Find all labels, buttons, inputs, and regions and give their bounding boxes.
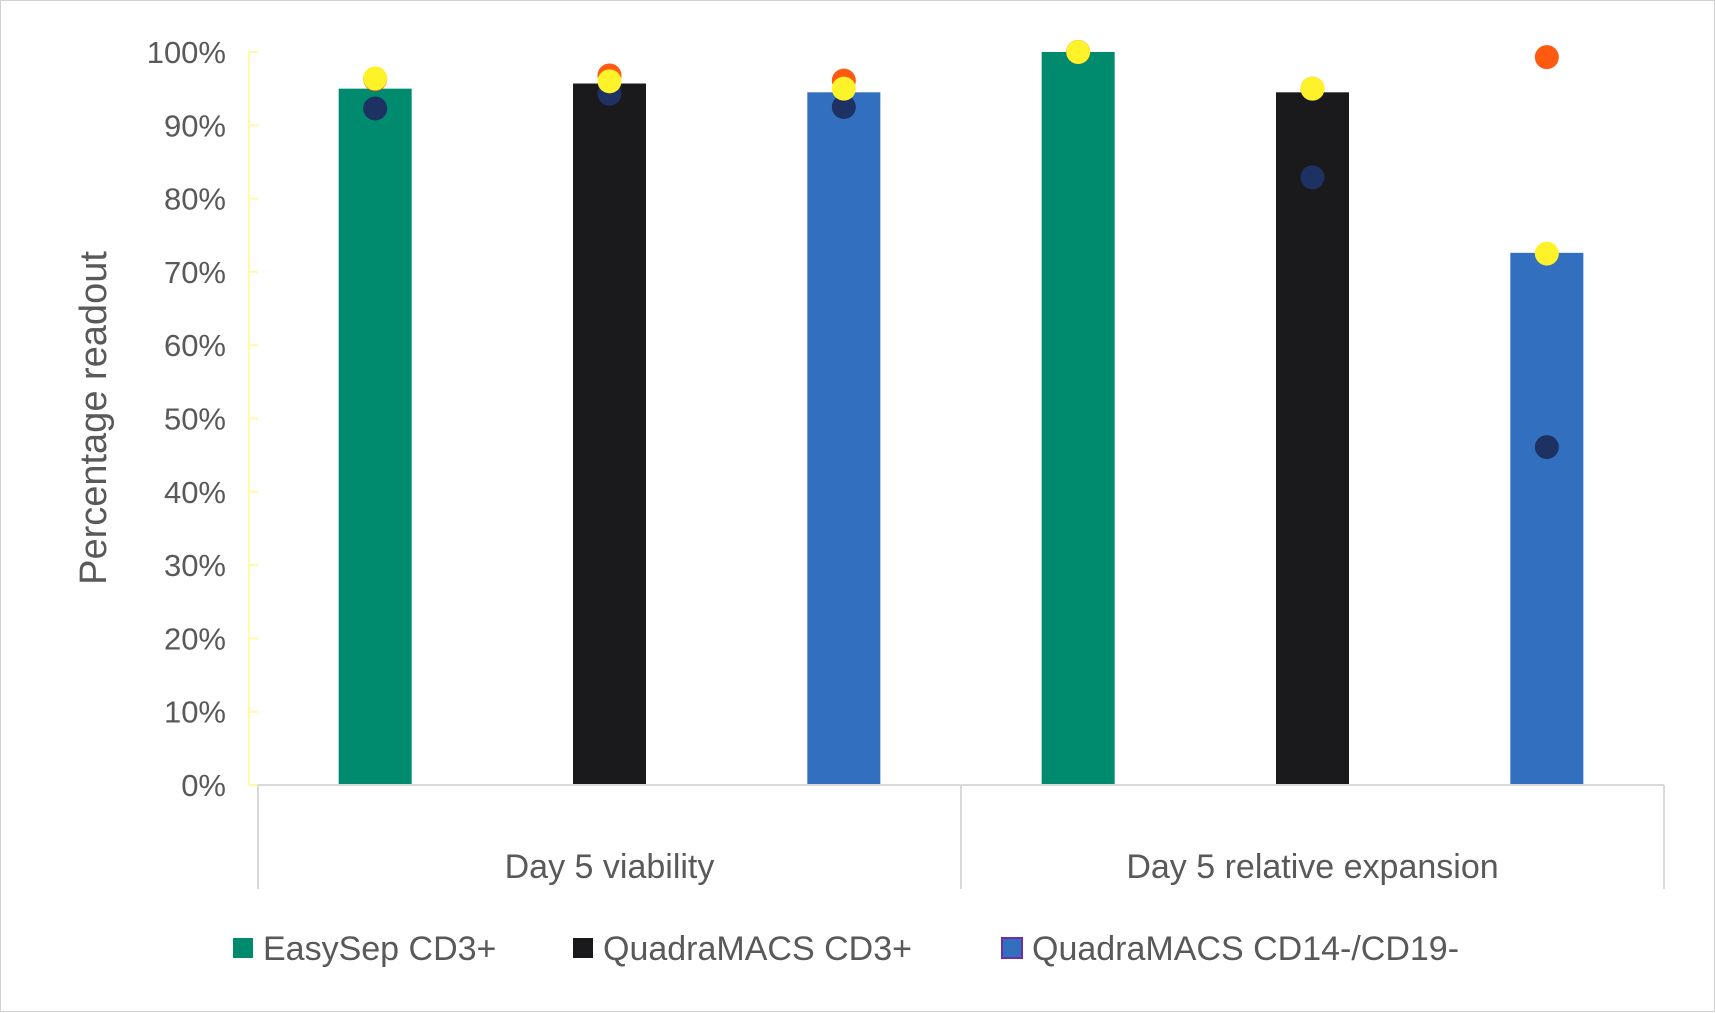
legend: EasySep CD3+ QuadraMACS CD3+ QuadraMACS CD… [233,930,1459,968]
legend-swatch [573,938,593,958]
y-tick-label: 90% [164,108,226,143]
x-category-label: Day 5 relative expansion [1126,848,1498,886]
replicate-point [831,76,856,101]
y-tick-label: 20% [164,621,226,656]
bar [1276,92,1349,785]
replicate-point [597,69,622,94]
replicate-point [363,66,388,91]
y-tick-label: 30% [164,548,226,583]
replicate-point [1534,241,1559,266]
y-tick-label: 50% [164,402,226,437]
replicate-point [1534,45,1559,70]
y-tick-label: 80% [164,182,226,217]
y-tick-label: 100% [147,35,226,70]
replicate-point [1066,40,1091,64]
replicate-point [363,96,388,121]
x-axis: Day 5 viability Day 5 relative expansion [257,784,1665,889]
y-tick-label: 70% [164,255,226,290]
bar [807,92,881,785]
legend-label: QuadraMACS CD3+ [603,930,912,968]
y-axis-ticks: 0% 10% 20% 30% 40% 50% 60% 70% 80% 90% 100% [147,35,258,803]
bar [573,83,646,786]
bar [1041,52,1115,785]
replicate-point [1300,76,1325,101]
replicate-point [831,94,856,119]
replicate-points [363,40,1559,460]
legend-swatch [233,938,253,958]
legend-swatch [1001,937,1023,959]
bar [338,88,412,785]
y-tick-label: 40% [164,475,226,510]
y-tick-label: 10% [164,695,226,730]
replicate-point [1300,165,1325,190]
y-tick-label: 0% [181,768,226,803]
legend-label: EasySep CD3+ [263,930,496,968]
y-axis-label: Percentage readout [73,251,115,585]
bars [338,52,1584,786]
bar [1510,252,1584,786]
legend-label: QuadraMACS CD14-/CD19- [1032,930,1459,968]
y-tick-label: 60% [164,328,226,363]
replicate-point [1534,435,1559,460]
x-category-label: Day 5 viability [505,848,715,886]
